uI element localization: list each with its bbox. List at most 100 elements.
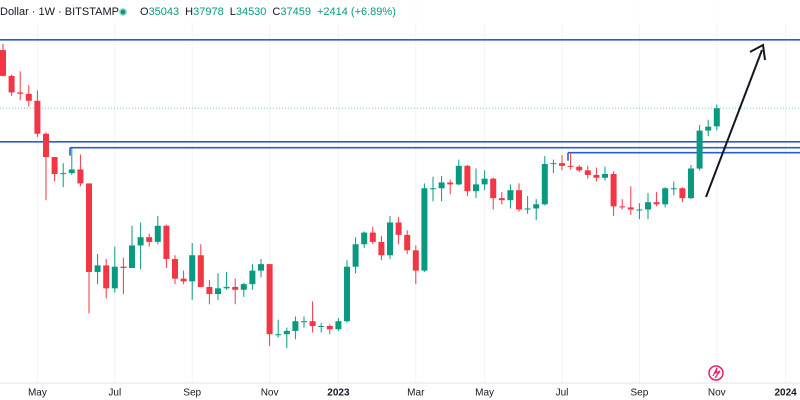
candle-body <box>593 174 600 178</box>
candle-body <box>550 163 557 165</box>
candle-body <box>352 244 359 267</box>
candle-body <box>77 169 84 184</box>
candle-body <box>584 170 591 175</box>
candle-body <box>232 286 239 290</box>
x-tick-label: Jul <box>108 388 121 399</box>
candle-body <box>395 222 402 235</box>
header-legend: Dollar · 1W · BITSTAMP <box>0 6 119 18</box>
time-axis: May Jul Sep Nov 2023 Mar May Jul Sep Nov 2024 <box>28 388 797 399</box>
symbol[interactable]: Dollar · 1W · BITSTAMP <box>0 6 119 18</box>
candle-body <box>679 188 686 199</box>
ohlc-legend: O35043 H37978 L34530 C37459 +2414 (+6.89%) <box>140 6 396 18</box>
change: +2414 (+6.89%) <box>317 6 396 18</box>
candle-body <box>163 225 170 260</box>
candle-body <box>51 157 58 175</box>
candle-body <box>421 188 428 271</box>
candle-body <box>696 130 703 169</box>
candle-body <box>120 266 127 269</box>
x-tick-label: May <box>475 388 494 399</box>
candle-body <box>369 232 376 242</box>
candle-body <box>34 100 41 134</box>
candle-body <box>610 174 617 207</box>
candle-body <box>524 208 531 210</box>
candle-body <box>292 321 299 331</box>
candle-body <box>464 165 471 192</box>
x-tick-label: 2023 <box>327 388 350 399</box>
candle-body <box>387 222 393 256</box>
grid <box>36 0 787 383</box>
candle-body <box>8 75 15 93</box>
candle-body <box>206 286 213 295</box>
candle-body <box>670 188 677 190</box>
candle-body <box>129 245 135 269</box>
candle-body <box>473 184 479 192</box>
levels <box>0 38 800 161</box>
candle-body <box>215 288 221 295</box>
candle-body <box>705 126 712 131</box>
candle-body <box>430 188 436 190</box>
candle-body <box>283 330 290 335</box>
candle-body <box>68 169 75 174</box>
candle-body <box>404 234 411 251</box>
ohlc-value: 34530 <box>236 6 267 18</box>
x-tick-label: Sep <box>183 388 201 399</box>
candles <box>0 43 720 348</box>
candle-body <box>301 321 307 323</box>
candle-body <box>0 50 6 76</box>
x-tick-label: Jul <box>556 388 569 399</box>
candle-body <box>240 284 247 290</box>
candle-body <box>258 264 264 271</box>
candle-body <box>60 173 67 175</box>
candle-body <box>619 206 626 208</box>
candle-body <box>541 164 548 205</box>
x-tick-label: Nov <box>261 388 279 399</box>
candle-body <box>559 163 565 166</box>
candle-body <box>189 255 196 282</box>
candle-body <box>653 202 660 205</box>
candle-body <box>636 209 643 211</box>
candle-body <box>154 225 161 242</box>
candle-body <box>455 165 462 185</box>
tv-event-icon[interactable] <box>708 365 724 381</box>
candle-body <box>94 265 101 272</box>
candle-body <box>223 286 230 289</box>
candle-body <box>335 321 342 330</box>
candle-body <box>713 108 720 127</box>
candle-body <box>576 166 583 171</box>
ohlc-key: H <box>185 6 193 18</box>
x-tick-label: Nov <box>708 388 726 399</box>
candle-body <box>481 178 488 185</box>
candle-body <box>516 190 522 210</box>
candle-body <box>103 265 110 289</box>
candle-body <box>275 334 282 336</box>
ohlc-value: 37459 <box>280 6 311 18</box>
candle-body <box>662 188 669 205</box>
candle-body <box>412 250 419 271</box>
status-dot <box>120 9 126 15</box>
candle-body <box>645 202 651 210</box>
candle-body <box>447 182 454 185</box>
ohlc-key: C <box>272 6 280 18</box>
candle-body <box>567 165 574 167</box>
candle-body <box>43 133 49 158</box>
candle-body <box>438 182 445 189</box>
arrow-head <box>749 43 766 61</box>
candle-body <box>326 326 333 330</box>
candle-body <box>172 259 178 279</box>
x-tick-label: Sep <box>631 388 649 399</box>
x-tick-label: 2024 <box>774 388 797 399</box>
candle-body <box>180 278 187 282</box>
candle-body <box>602 174 608 178</box>
candle-body <box>318 326 325 328</box>
tv-event-bolt <box>712 367 721 379</box>
x-tick-label: May <box>28 388 47 399</box>
header-bg <box>0 0 800 24</box>
candle-body <box>627 207 634 210</box>
candle-body <box>533 204 540 209</box>
candle-body <box>146 237 153 242</box>
candle-body <box>111 266 118 289</box>
ohlc-value: 37978 <box>193 6 224 18</box>
candle-body <box>361 232 368 245</box>
